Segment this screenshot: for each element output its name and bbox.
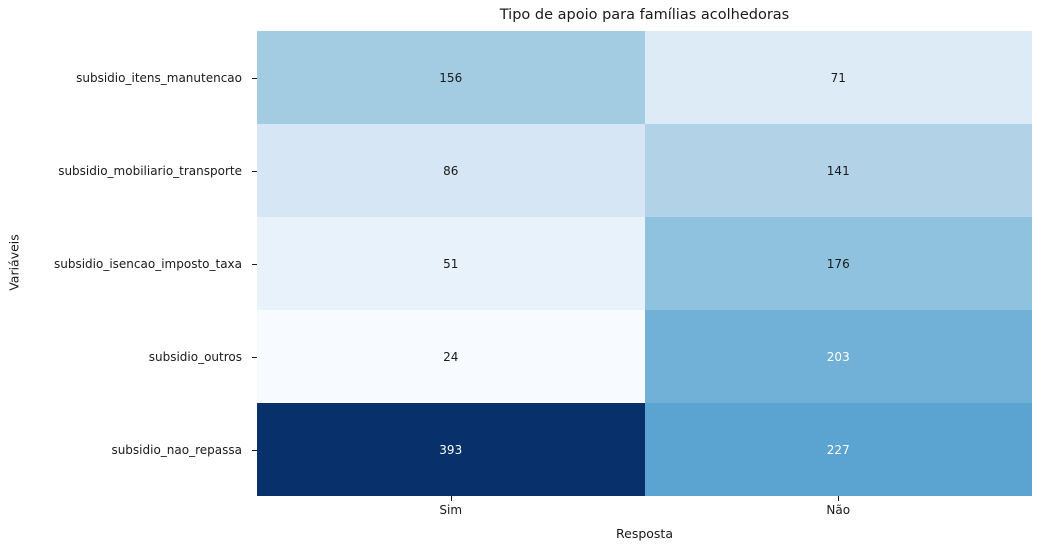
heatmap-grid: 156 71 86 141 51 176 24 203 393 227	[257, 31, 1032, 496]
cell-value: 176	[826, 256, 850, 271]
x-tick-label: Não	[826, 503, 851, 517]
y-tick-mark	[252, 449, 257, 451]
heatmap-cell-subsidio_nao_repassa-Não: 227	[644, 403, 1032, 496]
y-tick-labels: subsidio_itens_manutencao subsidio_mobili…	[0, 31, 252, 496]
y-tick-label: subsidio_itens_manutencao	[76, 70, 242, 85]
y-tick-mark	[252, 77, 257, 79]
cell-value: 393	[439, 442, 463, 457]
heatmap-cell-subsidio_mobiliario_transporte-Sim: 86	[257, 124, 645, 217]
y-tick-label: subsidio_isencao_imposto_taxa	[53, 256, 242, 271]
cell-value: 227	[826, 442, 850, 457]
x-axis-label: Resposta	[616, 526, 673, 541]
x-tick-label: Sim	[439, 503, 463, 517]
y-tick-label: subsidio_mobiliario_transporte	[58, 163, 242, 178]
x-tick-mark	[450, 496, 452, 501]
cell-value: 141	[826, 163, 850, 178]
cell-value: 86	[443, 163, 459, 178]
heatmap-cell-subsidio_nao_repassa-Sim: 393	[257, 403, 645, 496]
x-tick-mark	[838, 496, 840, 501]
heatmap-cell-subsidio_isencao_imposto_taxa-Sim: 51	[257, 217, 645, 310]
heatmap-cell-subsidio_outros-Sim: 24	[257, 310, 645, 403]
cell-value: 156	[439, 70, 463, 85]
y-tick-label: subsidio_nao_repassa	[111, 442, 242, 457]
y-tick-label: subsidio_outros	[148, 349, 242, 364]
cell-value: 51	[443, 256, 459, 271]
heatmap-cell-subsidio_outros-Não: 203	[644, 310, 1032, 403]
heatmap-cell-subsidio_itens_manutencao-Sim: 156	[257, 31, 645, 124]
y-tick-mark	[252, 356, 257, 358]
heatmap-cell-subsidio_itens_manutencao-Não: 71	[644, 31, 1032, 124]
chart-title: Tipo de apoio para famílias acolhedoras	[499, 7, 790, 23]
heatmap-cell-subsidio_mobiliario_transporte-Não: 141	[644, 124, 1032, 217]
heatmap-cell-subsidio_isencao_imposto_taxa-Não: 176	[644, 217, 1032, 310]
cell-value: 71	[830, 70, 846, 85]
cell-value: 203	[826, 349, 850, 364]
cell-value: 24	[443, 349, 459, 364]
y-tick-mark	[252, 170, 257, 172]
y-tick-mark	[252, 263, 257, 265]
